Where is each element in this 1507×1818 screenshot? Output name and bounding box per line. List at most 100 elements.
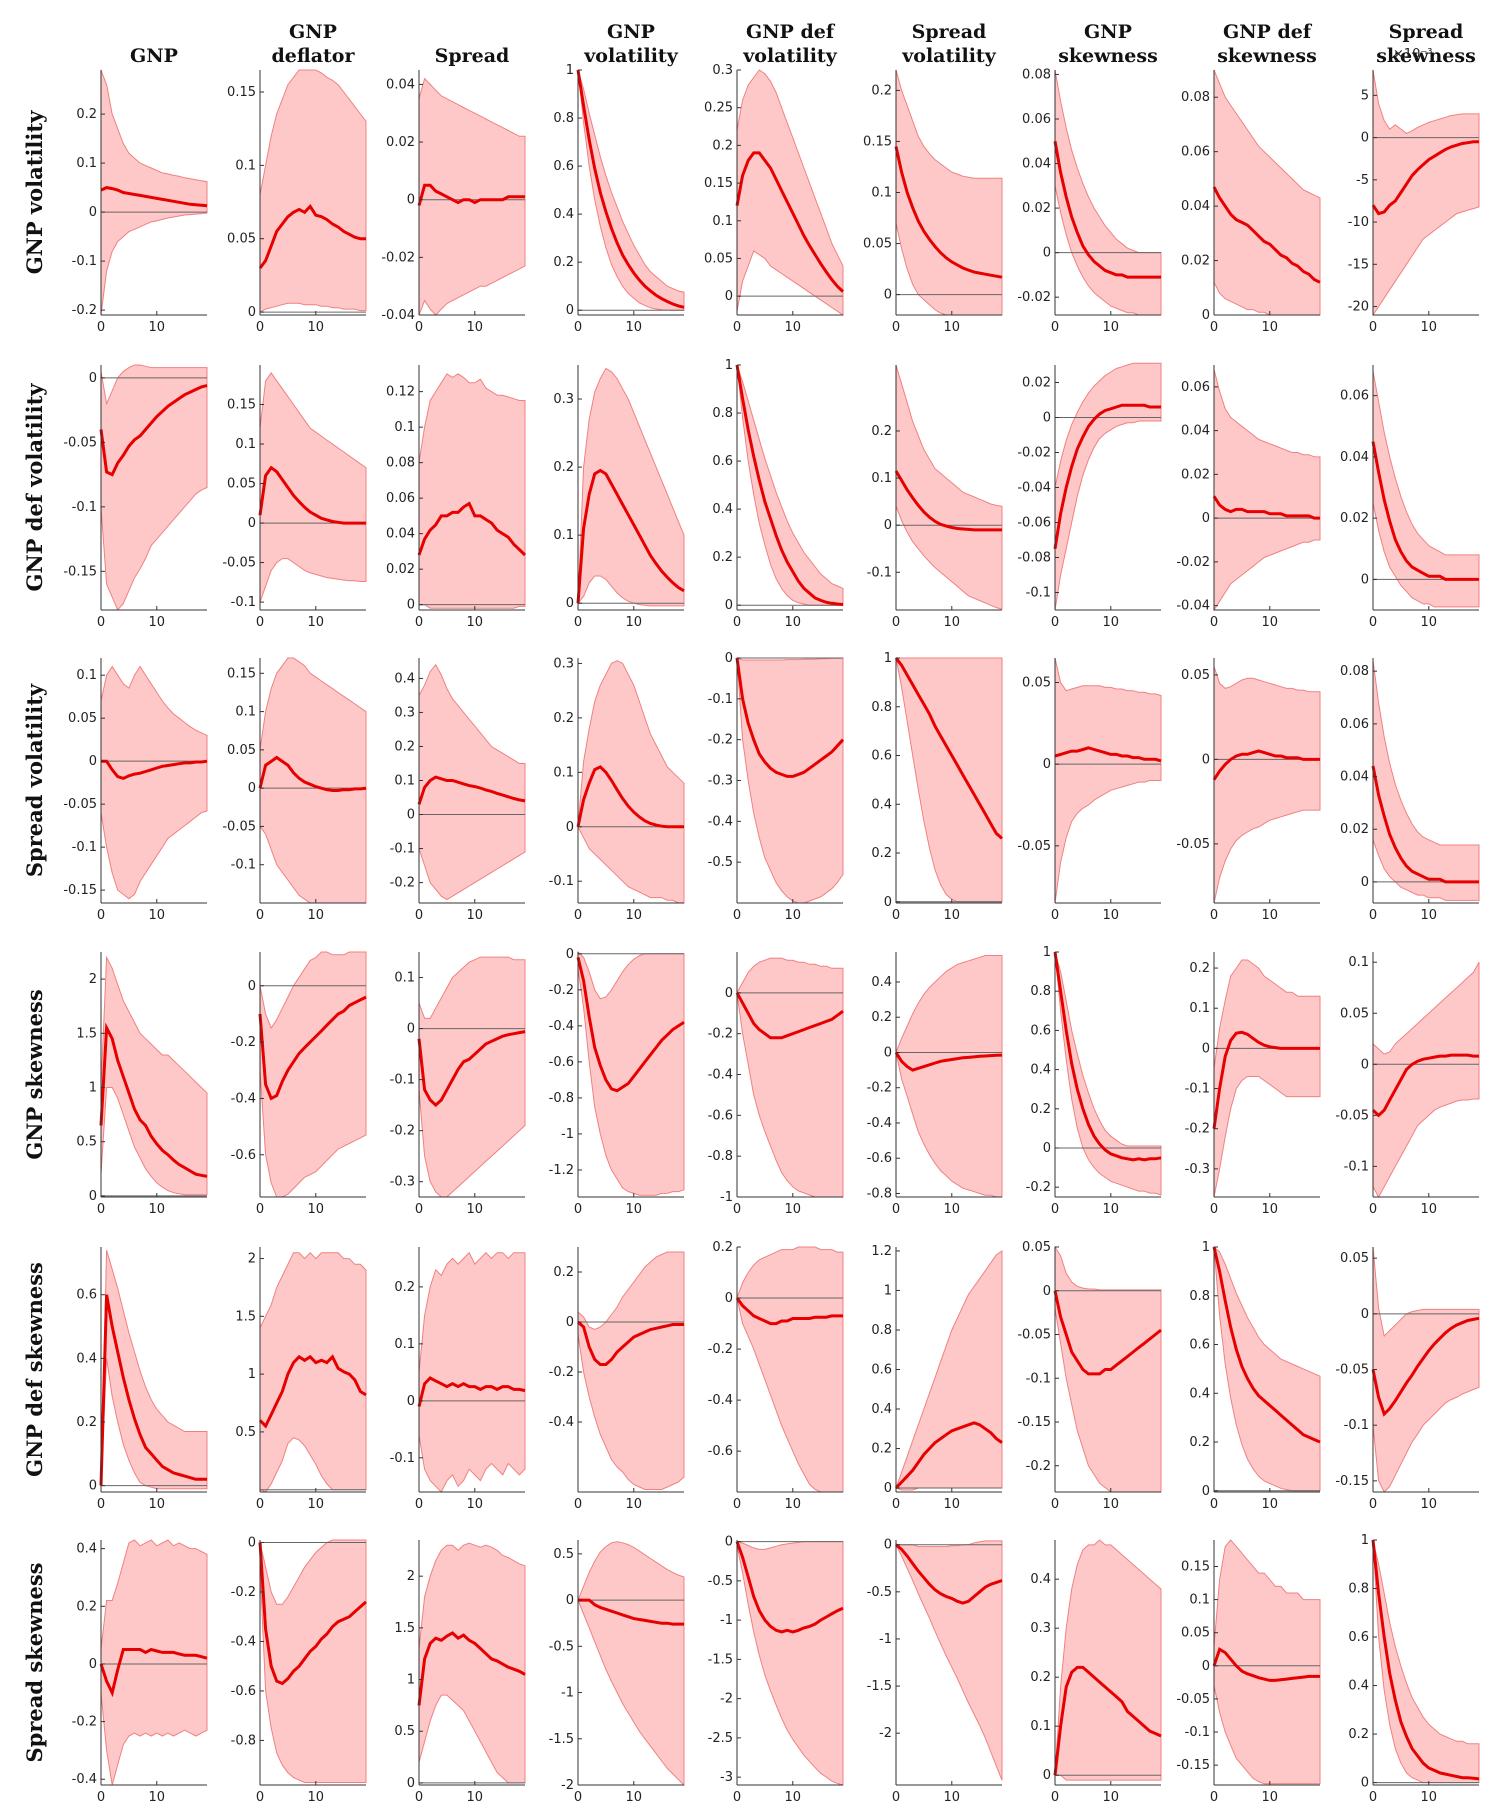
irf-line	[1212, 495, 1320, 520]
y-tick-label: 0.2	[76, 1599, 97, 1614]
panel-r3-c0: 0 0.5 1 1.5 2 0 10	[76, 952, 208, 1217]
column-title-4-line-0: GNP def	[746, 21, 836, 43]
irf-line	[1212, 749, 1320, 781]
y-tick-label: 0	[566, 1315, 574, 1330]
y-tick-label: 0	[1202, 308, 1210, 323]
y-tick-label: 0.8	[871, 700, 892, 715]
y-tick-label: -0.15	[1176, 1758, 1210, 1773]
y-tick-label: -0.1	[1026, 586, 1051, 601]
confidence-band	[577, 950, 685, 1196]
x-tick-label: 0	[1051, 320, 1059, 335]
y-tick-label: 0	[248, 979, 256, 994]
x-tick-label: 0	[1369, 320, 1377, 335]
irf-line	[1212, 1030, 1320, 1129]
y-tick-label: -0.04	[1017, 481, 1051, 496]
y-tick-label: 1	[248, 1367, 256, 1382]
y-tick-label: 0.8	[1189, 1289, 1210, 1304]
y-tick-label: -2	[879, 1726, 892, 1741]
y-tick-label: -0.2	[1026, 1459, 1051, 1474]
irf-line	[1053, 141, 1161, 279]
x-tick-label: 0	[256, 615, 264, 630]
y-tick-label: 0.15	[1181, 1559, 1210, 1574]
y-tick-label: 0.02	[1340, 511, 1369, 526]
y-tick-label: 0.05	[1181, 1626, 1210, 1641]
y-tick-label: 0.05	[1340, 1251, 1369, 1266]
y-tick-label: 0.05	[1340, 1006, 1369, 1021]
x-tick-label: 10	[1262, 1497, 1279, 1512]
y-tick-label: 0.2	[394, 1280, 415, 1295]
column-title-1-line-1: deflator	[272, 45, 356, 67]
x-tick-label: 10	[308, 1790, 325, 1805]
x-tick-label: 10	[149, 1202, 166, 1217]
y-tick-label: -0.1	[231, 858, 256, 873]
y-tick-label: 0.05	[68, 711, 97, 726]
y-tick-label: -0.04	[381, 308, 415, 323]
y-tick-label: 0.1	[76, 156, 97, 171]
panel-r2-c4: -0.5 -0.4 -0.3 -0.2 -0.1 0 0 10	[708, 651, 845, 923]
confidence-band	[736, 1540, 844, 1786]
x-tick-label: 0	[1210, 1497, 1218, 1512]
y-tick-label: 0.06	[1181, 380, 1210, 395]
y-tick-label: -0.15	[1335, 1474, 1369, 1489]
panel-r3-c3: -1.2 -1 -0.8 -0.6 -0.4 -0.2 0 0 10	[549, 947, 685, 1217]
y-tick-label: 0	[1361, 875, 1369, 890]
confidence-band	[418, 373, 526, 609]
y-tick-label: -0.8	[708, 1149, 733, 1164]
y-tick-label: 0.3	[394, 705, 415, 720]
y-tick-label: 0.4	[394, 671, 415, 686]
x-tick-label: 0	[1051, 1790, 1059, 1805]
y-tick-label: 0	[725, 651, 733, 666]
y-tick-label: 0.2	[712, 1240, 733, 1255]
y-tick-label: -0.02	[1017, 446, 1051, 461]
panel-r1-c5: -0.1 0 0.1 0.2 0 10	[867, 364, 1003, 630]
y-tick-label: 0.06	[386, 491, 415, 506]
y-tick-label: -0.15	[63, 883, 97, 898]
y-tick-label: 2	[89, 972, 97, 987]
irf-line	[735, 1297, 843, 1326]
confidence-band	[1213, 1539, 1321, 1785]
y-tick-label: 0.02	[386, 562, 415, 577]
y-tick-label: -0.6	[708, 1444, 733, 1459]
y-tick-label: -0.05	[1017, 839, 1051, 854]
x-tick-label: 10	[467, 1497, 484, 1512]
irf-line	[99, 384, 208, 477]
irf-line	[576, 468, 685, 604]
panel-r4-c5: 0 0.2 0.4 0.6 0.8 1 1.2 0 10	[871, 1244, 1003, 1512]
x-tick-label: 10	[1103, 1202, 1120, 1217]
x-tick-label: 0	[97, 1790, 105, 1805]
row-title-1: GNP def volatility	[22, 383, 47, 592]
y-tick-label: 0.06	[1181, 145, 1210, 160]
confidence-band	[100, 665, 208, 900]
x-tick-label: 0	[1369, 1497, 1377, 1512]
irf-line	[417, 1631, 526, 1706]
confidence-band	[259, 1252, 367, 1493]
x-tick-label: 0	[415, 908, 423, 923]
y-tick-label: 0.3	[553, 392, 574, 407]
y-tick-label: 0.02	[1181, 467, 1210, 482]
row-title-3: GNP skewness	[22, 989, 47, 1159]
y-tick-label: 0.04	[1181, 424, 1210, 439]
y-tick-label: 0.2	[553, 1265, 574, 1280]
x-tick-label: 0	[415, 615, 423, 630]
confidence-band	[1372, 660, 1480, 901]
panel-r4-c2: -0.1 0 0.1 0.2 0 10	[390, 1247, 526, 1512]
y-tick-label: 0	[407, 1022, 415, 1037]
y-tick-label: 0.04	[1340, 450, 1369, 465]
y-tick-label: -0.4	[708, 1068, 733, 1083]
y-tick-label: 0	[566, 1593, 574, 1608]
x-tick-label: 10	[944, 1497, 961, 1512]
y-tick-label: 0.2	[712, 550, 733, 565]
y-tick-label: 0.2	[1189, 1435, 1210, 1450]
x-tick-label: 10	[785, 1497, 802, 1512]
panel-r5-c0: -0.4 -0.2 0 0.2 0.4 0 10	[72, 1539, 208, 1805]
y-tick-label: 2	[248, 1252, 256, 1267]
y-tick-label: 0	[89, 754, 97, 769]
y-tick-label: 0	[89, 1479, 97, 1494]
y-tick-label: 0.06	[1022, 112, 1051, 127]
x-tick-label: 0	[574, 1497, 582, 1512]
y-tick-label: 0	[1043, 1768, 1051, 1783]
y-tick-label: 0.08	[1181, 90, 1210, 105]
y-tick-label: -3	[720, 1770, 733, 1785]
y-tick-label: 0.05	[704, 251, 733, 266]
irf-line	[1053, 403, 1161, 550]
